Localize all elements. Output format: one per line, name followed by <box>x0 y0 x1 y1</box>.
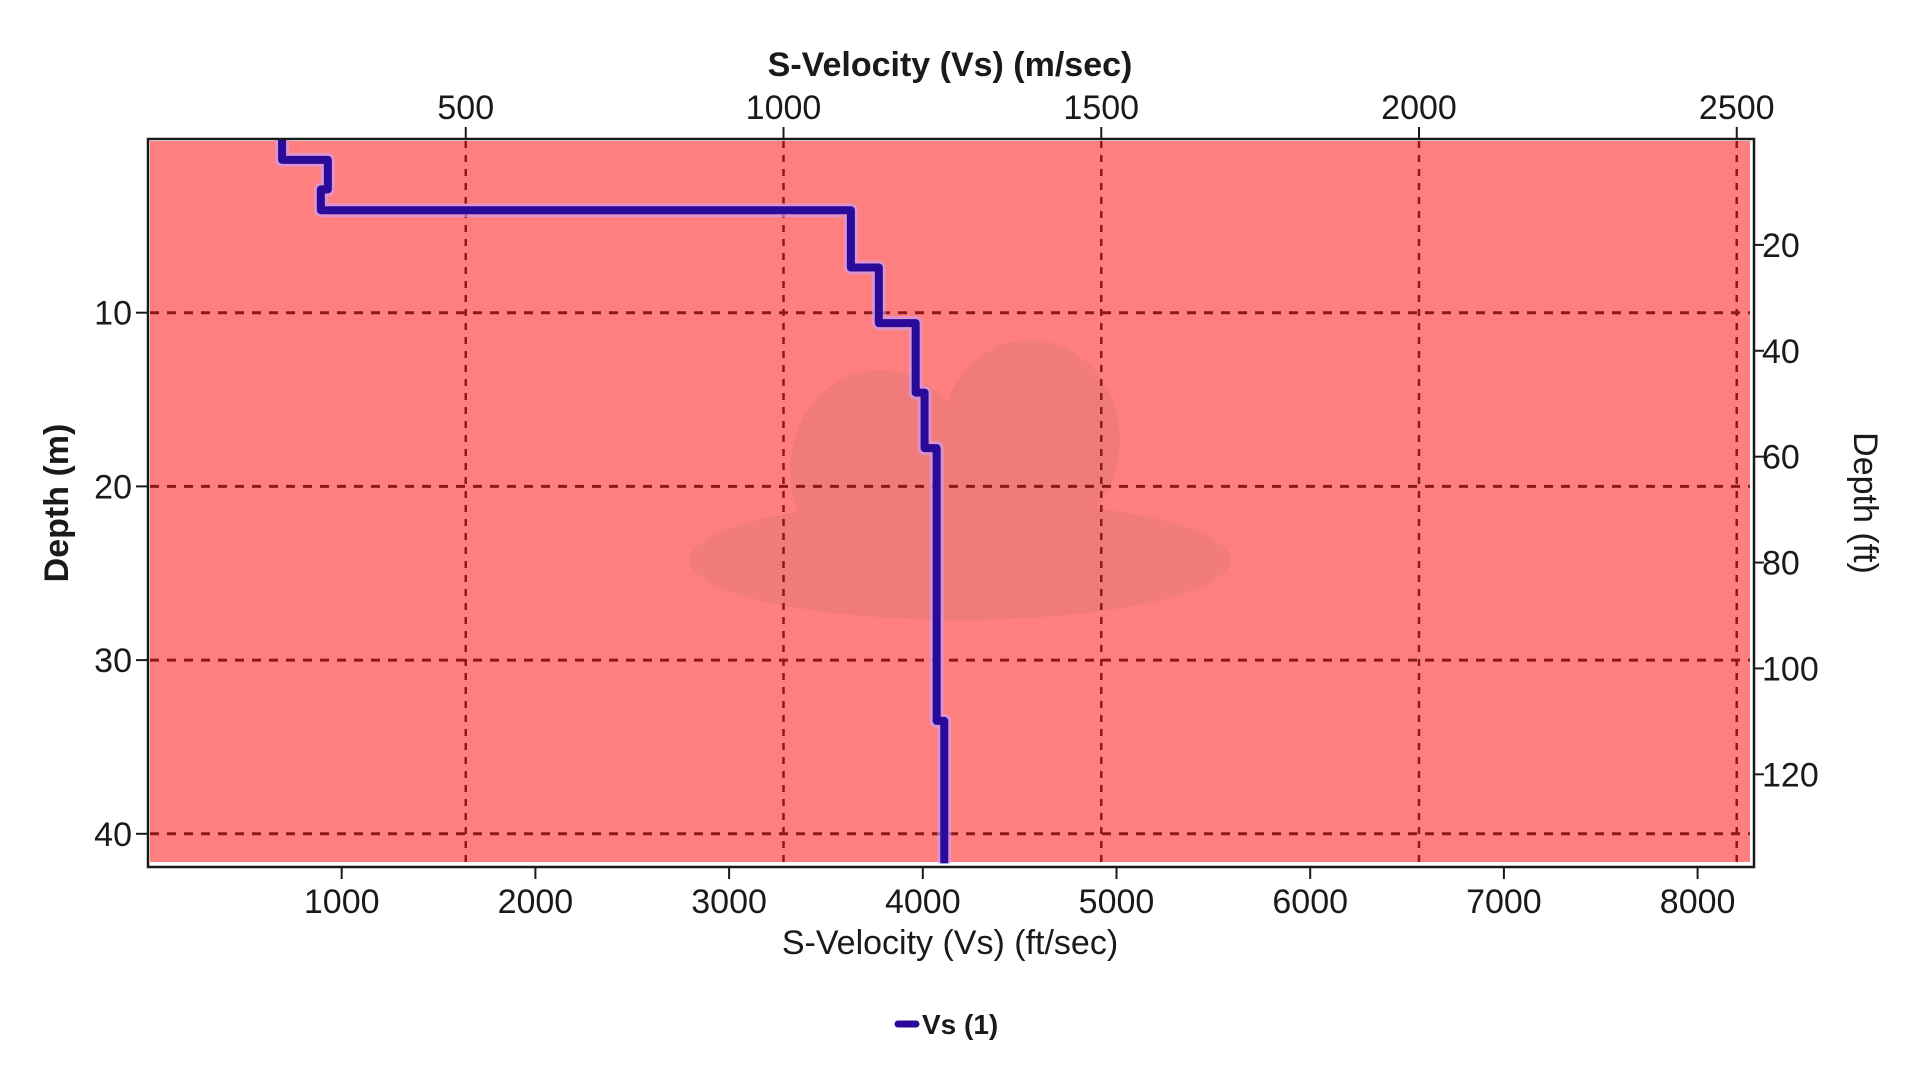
bottom-axis-title: S-Velocity (Vs) (ft/sec) <box>782 924 1118 962</box>
top-tick-label: 1500 <box>1063 89 1139 127</box>
right-tick-label: 100 <box>1762 650 1819 688</box>
bottom-axis-ticks: 1000 2000 3000 4000 5000 6000 7000 8000 <box>304 867 1736 921</box>
bottom-tick-label: 1000 <box>304 883 380 921</box>
left-tick-label: 40 <box>94 816 132 854</box>
left-axis-ticks: 10 20 30 40 <box>94 295 148 854</box>
left-tick-label: 30 <box>94 642 132 680</box>
legend-label: Vs (1) <box>922 1009 998 1040</box>
bottom-tick-label: 5000 <box>1079 883 1155 921</box>
top-axis-title: S-Velocity (Vs) (m/sec) <box>768 46 1133 84</box>
bottom-tick-label: 3000 <box>691 883 767 921</box>
top-axis-ticks: 500 1000 1500 2000 2500 <box>437 89 1775 139</box>
right-tick-label: 80 <box>1762 545 1800 583</box>
right-tick-label: 40 <box>1762 333 1800 371</box>
bottom-tick-label: 7000 <box>1466 883 1542 921</box>
bottom-tick-label: 2000 <box>498 883 574 921</box>
left-tick-label: 10 <box>94 295 132 333</box>
left-tick-label: 20 <box>94 468 132 506</box>
bottom-tick-label: 8000 <box>1660 883 1736 921</box>
right-tick-label: 120 <box>1762 756 1819 794</box>
top-tick-label: 500 <box>437 89 494 127</box>
right-tick-label: 60 <box>1762 439 1800 477</box>
right-tick-label: 20 <box>1762 227 1800 265</box>
top-tick-label: 2500 <box>1699 89 1775 127</box>
right-axis-ticks: 20 40 60 80 100 120 <box>1754 227 1819 794</box>
bottom-tick-label: 6000 <box>1272 883 1348 921</box>
right-axis-title: Depth (ft) <box>1846 432 1884 574</box>
left-axis-title: Depth (m) <box>38 424 76 583</box>
top-tick-label: 1000 <box>746 89 822 127</box>
legend: Vs (1) <box>894 1009 998 1040</box>
series-line <box>278 139 949 864</box>
plot-frame <box>146 137 1756 869</box>
bottom-tick-label: 4000 <box>885 883 961 921</box>
top-tick-label: 2000 <box>1381 89 1457 127</box>
series-vs-1 <box>275 139 952 864</box>
